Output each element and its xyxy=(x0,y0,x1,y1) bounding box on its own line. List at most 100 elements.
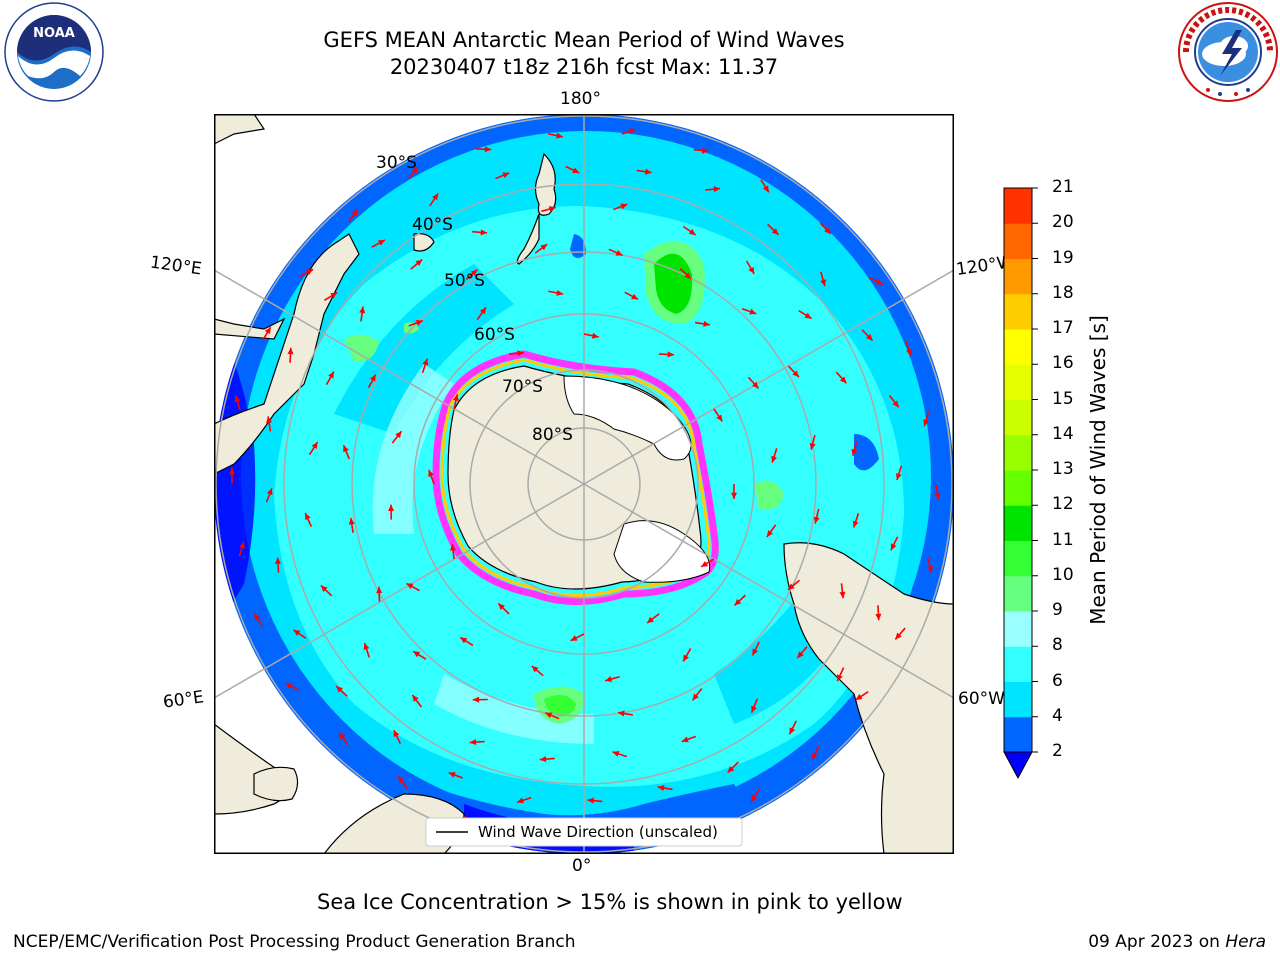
colorbar-swatch xyxy=(1004,329,1032,365)
wave-arrow-head xyxy=(713,186,721,193)
lat-label-50s: 50°S xyxy=(444,271,485,291)
wave-arrow-head xyxy=(348,517,355,525)
wave-arrow-head xyxy=(605,676,613,683)
wave-arrow-head xyxy=(789,727,796,735)
graticule xyxy=(214,114,954,854)
colorbar-swatch xyxy=(1004,223,1032,259)
lat-label-80s: 80°S xyxy=(532,425,573,445)
footer-date: 09 Apr 2023 on Hera xyxy=(1088,932,1266,952)
wave-arrow-head xyxy=(895,632,902,640)
wave-arrow-head xyxy=(751,705,757,713)
wave-arrow-head xyxy=(792,370,799,378)
wave-arrow-head xyxy=(692,693,699,701)
wave-arrow-head xyxy=(839,591,846,599)
lon-label-60w: 60°W xyxy=(958,689,1005,709)
wave-arrow-head xyxy=(285,683,293,689)
wave-arrow-head xyxy=(359,306,366,314)
noaa-logo: NOAA xyxy=(4,2,104,102)
svg-text:NOAA: NOAA xyxy=(33,26,75,41)
land-masses xyxy=(214,114,954,854)
wave-arrow-head xyxy=(890,543,897,551)
wave-arrow-head xyxy=(734,598,742,606)
wave-arrow-head xyxy=(701,147,709,154)
wave-arrow-head xyxy=(395,431,402,439)
wave-arrow-head xyxy=(287,347,294,355)
polar-map: 30°S 40°S 50°S 60°S 70°S 80°S Wind Wave … xyxy=(214,114,954,854)
nws-logo xyxy=(1178,2,1278,102)
wave-arrow-head xyxy=(813,516,820,524)
wave-arrow-head xyxy=(875,613,882,621)
wave-arrow-head xyxy=(837,674,843,682)
wave-arrow-head xyxy=(751,795,758,802)
wave-arrow-head xyxy=(539,756,547,763)
wave-arrow-head xyxy=(612,750,620,757)
colorbar-swatch xyxy=(1004,646,1032,682)
wave-arrow-head xyxy=(657,784,665,791)
wave-arrow-head xyxy=(752,381,759,389)
wave-arrow-head xyxy=(415,259,423,266)
wave-arrow-head xyxy=(254,613,261,621)
colorbar-swatch xyxy=(1004,399,1032,436)
colorbar-tick-label: 14 xyxy=(1052,423,1074,444)
wave-arrow-head xyxy=(502,172,510,179)
wave-arrow-head xyxy=(934,492,941,500)
wave-arrow-head xyxy=(484,146,492,153)
colorbar-swatch xyxy=(1004,575,1032,612)
wave-arrow-head xyxy=(293,629,301,636)
colorbar-swatch xyxy=(1004,540,1032,577)
wave-arrow-head xyxy=(469,739,477,746)
wave-arrow-head xyxy=(762,185,769,193)
wave-arrow-head xyxy=(752,648,758,656)
wave-arrow-head xyxy=(452,394,459,402)
wave-arrow-head xyxy=(393,730,400,738)
lat-label-30s: 30°S xyxy=(376,153,417,173)
wave-arrow-head xyxy=(667,351,674,358)
wave-arrow-head xyxy=(683,654,689,662)
wave-arrow-head xyxy=(398,776,405,784)
wave-arrow-head xyxy=(548,206,556,212)
lat-label-40s: 40°S xyxy=(412,215,453,235)
lon-label-180: 180° xyxy=(560,89,601,109)
wave-arrow-head xyxy=(369,374,376,382)
map-title: GEFS MEAN Antarctic Mean Period of Wind … xyxy=(323,28,845,52)
wave-arrow-head xyxy=(448,772,456,778)
colorbar-tick-label: 17 xyxy=(1052,318,1074,338)
wave-arrow-head xyxy=(336,686,343,693)
wave-arrow-head xyxy=(804,312,812,319)
colorbar-tick-label: 19 xyxy=(1052,247,1074,268)
wave-arrow-head xyxy=(228,468,236,475)
lat-label-70s: 70°S xyxy=(502,377,543,397)
wave-arrow-head xyxy=(479,307,487,315)
wave-arrow-head xyxy=(892,400,899,408)
wave-arrow-head xyxy=(644,168,652,175)
wave-arrow-head xyxy=(412,695,419,702)
legend-label: Wind Wave Direction (unscaled) xyxy=(478,823,718,841)
wave-arrow-head xyxy=(703,320,710,327)
wave-arrow-head xyxy=(748,266,755,274)
wave-arrow-head xyxy=(460,637,468,644)
wave-arrow-head xyxy=(339,732,346,740)
wave-arrow-head xyxy=(498,603,505,611)
lon-label-120e: 120°E xyxy=(148,252,203,280)
wave-arrow-head xyxy=(388,504,395,511)
colorbar-tick-label: 16 xyxy=(1052,353,1074,374)
wave-arrow-head xyxy=(572,167,580,173)
wave-arrow-head xyxy=(766,530,774,537)
wave-arrow-head xyxy=(449,544,457,551)
wave-arrow-head xyxy=(516,797,524,804)
lat-label-60s: 60°S xyxy=(474,325,515,345)
wave-arrow-head xyxy=(376,586,383,594)
wave-arrow-head xyxy=(620,203,628,210)
lon-label-60e: 60°E xyxy=(161,687,206,713)
wave-arrow-head xyxy=(531,665,539,673)
wave-arrow-head xyxy=(266,416,273,424)
wave-arrow-head xyxy=(701,560,709,567)
colorbar-tick-label: 2 xyxy=(1052,741,1063,761)
wave-arrow-head xyxy=(727,766,735,773)
colorbar-tick-label: 10 xyxy=(1052,564,1074,585)
wave-arrow-head xyxy=(320,585,328,593)
wave-arrow-head xyxy=(274,557,282,565)
wave-arrow-head xyxy=(517,350,524,357)
wave-arrow-head xyxy=(234,395,241,403)
footer-machine: Hera xyxy=(1225,932,1266,952)
